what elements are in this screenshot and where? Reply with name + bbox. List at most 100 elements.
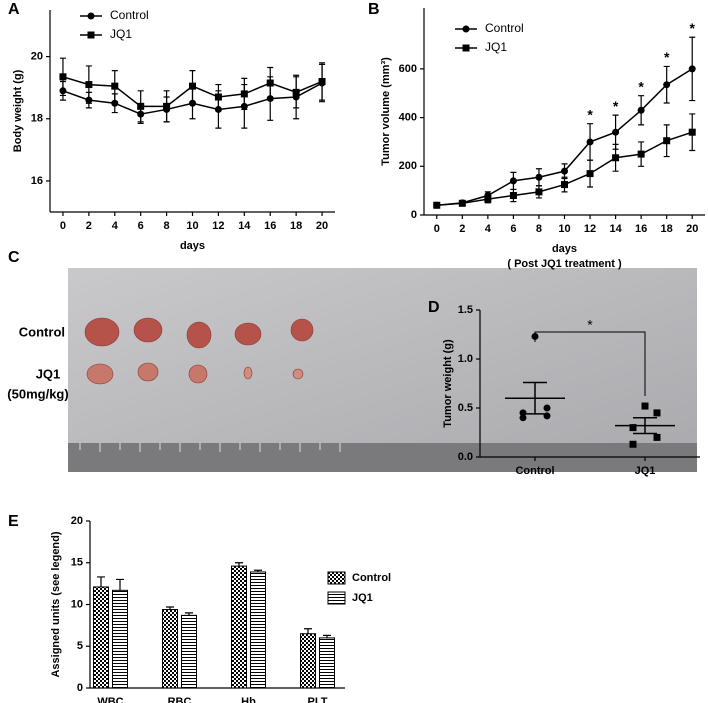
annotation: * — [690, 20, 696, 36]
error-bar — [304, 628, 312, 634]
marker — [266, 79, 274, 87]
tumor — [137, 362, 159, 382]
legend-label: Control — [352, 572, 391, 584]
x-axis-title: days — [552, 243, 577, 255]
legend-label: JQ1 — [352, 592, 373, 604]
x-tick-label: 16 — [635, 223, 647, 235]
y-tick-label: 16 — [31, 175, 43, 187]
marker — [653, 433, 661, 441]
marker — [535, 173, 543, 181]
bar — [250, 571, 266, 689]
significance-label: * — [587, 317, 593, 333]
sem-bar — [523, 381, 547, 415]
legend-swatch — [327, 591, 346, 605]
y-axis-title: Body weight (g) — [12, 69, 24, 152]
marker — [586, 138, 594, 146]
marker — [637, 150, 645, 158]
bar — [112, 589, 128, 689]
marker — [663, 81, 671, 89]
marker — [292, 88, 300, 96]
tumor — [243, 366, 253, 380]
x-tick-label: 2 — [86, 220, 92, 232]
marker — [433, 201, 441, 209]
x-tick-label: 20 — [686, 223, 698, 235]
y-tick-label: 1.5 — [458, 304, 473, 316]
marker — [462, 25, 470, 33]
x-tick-label: 6 — [138, 220, 144, 232]
x-tick-label: 12 — [212, 220, 224, 232]
x-tick-label: RBC — [168, 696, 192, 703]
x-tick-label: 18 — [661, 223, 673, 235]
photo-background — [68, 268, 697, 472]
y-tick-label: 0.0 — [458, 451, 473, 463]
ruler-ticks — [79, 443, 341, 452]
bar — [93, 586, 109, 689]
marker — [111, 82, 119, 90]
marker — [59, 73, 67, 81]
y-tick-label: 400 — [399, 111, 417, 123]
marker — [137, 102, 145, 110]
marker — [163, 102, 171, 110]
x-tick-label: 20 — [316, 220, 328, 232]
marker — [87, 12, 95, 20]
sem-bar — [633, 417, 657, 435]
bar — [319, 637, 335, 689]
panel-label: A — [8, 1, 20, 18]
marker — [189, 82, 196, 90]
x-tick-label: 14 — [238, 220, 251, 232]
y-tick-label: 20 — [31, 51, 43, 63]
x-tick-label: 0 — [434, 223, 440, 235]
marker — [458, 199, 466, 207]
marker — [519, 409, 527, 417]
y-tick-label: 10 — [71, 598, 83, 610]
row-label: JQ1 — [36, 366, 61, 381]
y-axis-title: Tumor weight (g) — [442, 339, 454, 428]
legend-swatch — [327, 571, 346, 585]
x-axis-subtitle: ( Post JQ1 treatment ) — [507, 258, 622, 270]
annotation: * — [638, 78, 644, 94]
y-tick-label: 0 — [411, 209, 417, 221]
x-tick-label: 18 — [290, 220, 302, 232]
tumor — [292, 368, 304, 380]
bar — [231, 565, 247, 689]
annotation: * — [613, 98, 619, 114]
marker — [519, 414, 527, 422]
x-tick-label: PLT — [308, 696, 328, 703]
marker — [641, 402, 649, 410]
error-bar — [97, 576, 105, 587]
x-tick-label: WBC — [97, 696, 123, 703]
bar — [162, 609, 178, 689]
marker — [637, 106, 645, 114]
photo: C Control JQ1 (50mg/kg) — [7, 249, 697, 472]
bar — [300, 633, 316, 689]
marker — [629, 424, 637, 432]
legend-label: JQ1 — [110, 27, 132, 41]
marker — [462, 44, 470, 52]
marker — [484, 195, 492, 203]
x-tick-label: 4 — [485, 223, 492, 235]
tumor — [86, 363, 114, 385]
marker — [688, 65, 696, 73]
marker — [509, 177, 517, 185]
y-tick-label: 5 — [77, 640, 83, 652]
marker — [612, 128, 620, 136]
marker — [561, 181, 568, 189]
row-label: Control — [19, 324, 65, 339]
x-tick-label: 4 — [112, 220, 119, 232]
marker — [318, 77, 326, 85]
marker — [543, 404, 551, 412]
annotation: * — [587, 106, 593, 122]
marker — [214, 93, 222, 101]
y-tick-label: 1.0 — [458, 353, 473, 365]
x-tick-label: 8 — [164, 220, 170, 232]
marker — [85, 81, 93, 89]
tumor — [290, 318, 314, 342]
annotation: * — [664, 49, 670, 65]
y-tick-label: 0 — [77, 682, 83, 694]
tumor — [84, 317, 120, 347]
tumors — [84, 317, 314, 385]
x-tick-label: 14 — [609, 223, 622, 235]
